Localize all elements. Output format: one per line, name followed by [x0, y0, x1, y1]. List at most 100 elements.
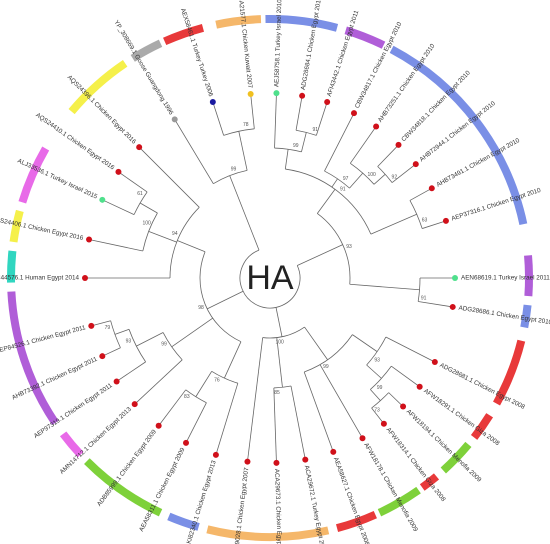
branch [290, 385, 306, 460]
branch [295, 95, 303, 131]
branch [409, 187, 432, 201]
ring-segment [68, 59, 128, 115]
branch-arc [377, 166, 393, 183]
branch [316, 189, 336, 214]
bootstrap-value: 99 [231, 166, 237, 172]
leaf-label: AEN68619.1 Turkey Israel 2011 [461, 275, 550, 282]
ring-segment [524, 255, 533, 297]
branch [373, 173, 386, 185]
ring-segment [493, 339, 526, 406]
leaf-label: AQS24410.1 Chicken Egypt 2016 [34, 112, 116, 172]
leaf-dot [247, 91, 254, 98]
branch-arc [133, 191, 148, 215]
leaf-dot [299, 92, 306, 99]
branch [324, 112, 355, 172]
bootstrap-value: 100 [367, 172, 376, 178]
branch [195, 371, 213, 397]
leaf-dot [131, 401, 138, 408]
branch [247, 337, 264, 462]
ring-segment [18, 146, 50, 204]
branch [212, 101, 225, 136]
branch [148, 231, 177, 243]
branch-arc [304, 334, 353, 373]
leaf-label: ACA29673.1 Chicken Egypt 2007 [273, 469, 283, 544]
branch [303, 371, 334, 452]
bootstrap-value: 100 [275, 340, 284, 346]
leaf-dot [395, 141, 402, 148]
branch [391, 163, 417, 183]
branch [139, 202, 158, 214]
leaf-label: AEJ58758.1 Turkey Israel 2010 [273, 0, 283, 87]
leaf-label: AEA58627.1 Chicken Egypt 2008 [332, 456, 371, 544]
branch [224, 341, 242, 379]
branch [158, 389, 187, 426]
ring-segment [440, 441, 472, 474]
bootstrap-value: 61 [137, 191, 143, 197]
ring-segment [335, 510, 377, 533]
branch [385, 336, 436, 363]
leaf-dot [113, 378, 120, 385]
branch [284, 149, 289, 170]
branch [349, 283, 420, 291]
branch [185, 402, 207, 444]
ring-segment [520, 304, 532, 329]
branch [274, 93, 277, 149]
bootstrap-value: 76 [214, 377, 220, 383]
leaf-dot [99, 196, 106, 203]
branch-arc [213, 170, 248, 185]
branch [275, 307, 283, 337]
branch-arc [142, 212, 158, 252]
branch [319, 364, 363, 439]
leaf-dot [416, 383, 423, 390]
ring-segment [377, 486, 421, 517]
bootstrap-value: 93 [126, 338, 132, 344]
bootstrap-value: 98 [198, 305, 204, 311]
leaf-label: AEP37316.1 Chicken Egypt 2010 [451, 187, 543, 223]
leaf-dot [302, 456, 309, 463]
bootstrap-value: 99 [377, 385, 383, 391]
branch-arc [199, 251, 242, 343]
leaf-dot [209, 99, 216, 106]
leaf-label: ADG28684.1 Chicken Egypt 2010 [300, 0, 323, 91]
leaf-dot [452, 275, 458, 281]
branch [370, 213, 417, 235]
branch-arc [169, 207, 200, 279]
branch-arc [262, 326, 305, 339]
ring-segment [215, 15, 262, 29]
leaf-dot [99, 353, 106, 360]
bootstrap-value: 91 [340, 186, 346, 192]
bootstrap-value: 99 [293, 143, 299, 149]
branch-arc [285, 168, 372, 235]
branch [250, 93, 255, 129]
branch [331, 178, 338, 188]
bootstrap-value: 94 [172, 231, 178, 237]
leaf-dot [171, 116, 178, 123]
branch [276, 337, 283, 388]
bootstrap-value: 100 [142, 220, 151, 226]
ring-segment [7, 250, 17, 283]
branch [418, 301, 453, 308]
leaf-dot [359, 435, 366, 442]
branch [206, 290, 244, 310]
branch-arc [350, 162, 375, 185]
leaf-dot [88, 322, 95, 329]
branch [349, 126, 377, 164]
branch [273, 387, 277, 463]
leaf-dot [82, 275, 88, 281]
ring-segment [419, 473, 440, 491]
bootstrap-value: 97 [343, 176, 349, 182]
ring-segment [389, 45, 528, 225]
branch-arc [223, 128, 255, 136]
ring-segment [206, 525, 330, 541]
branch [315, 101, 328, 136]
branch [371, 407, 385, 425]
branch [116, 361, 146, 382]
bootstrap-value: 92 [392, 175, 398, 181]
ring-segment [167, 512, 200, 531]
branch [114, 328, 130, 335]
leaf-dot [136, 144, 143, 151]
leaf-label: ACA21577.1 Chicken Kuwait 2007 [236, 0, 253, 89]
bootstrap-value: 93 [374, 358, 380, 364]
leaf-dot [400, 403, 407, 410]
